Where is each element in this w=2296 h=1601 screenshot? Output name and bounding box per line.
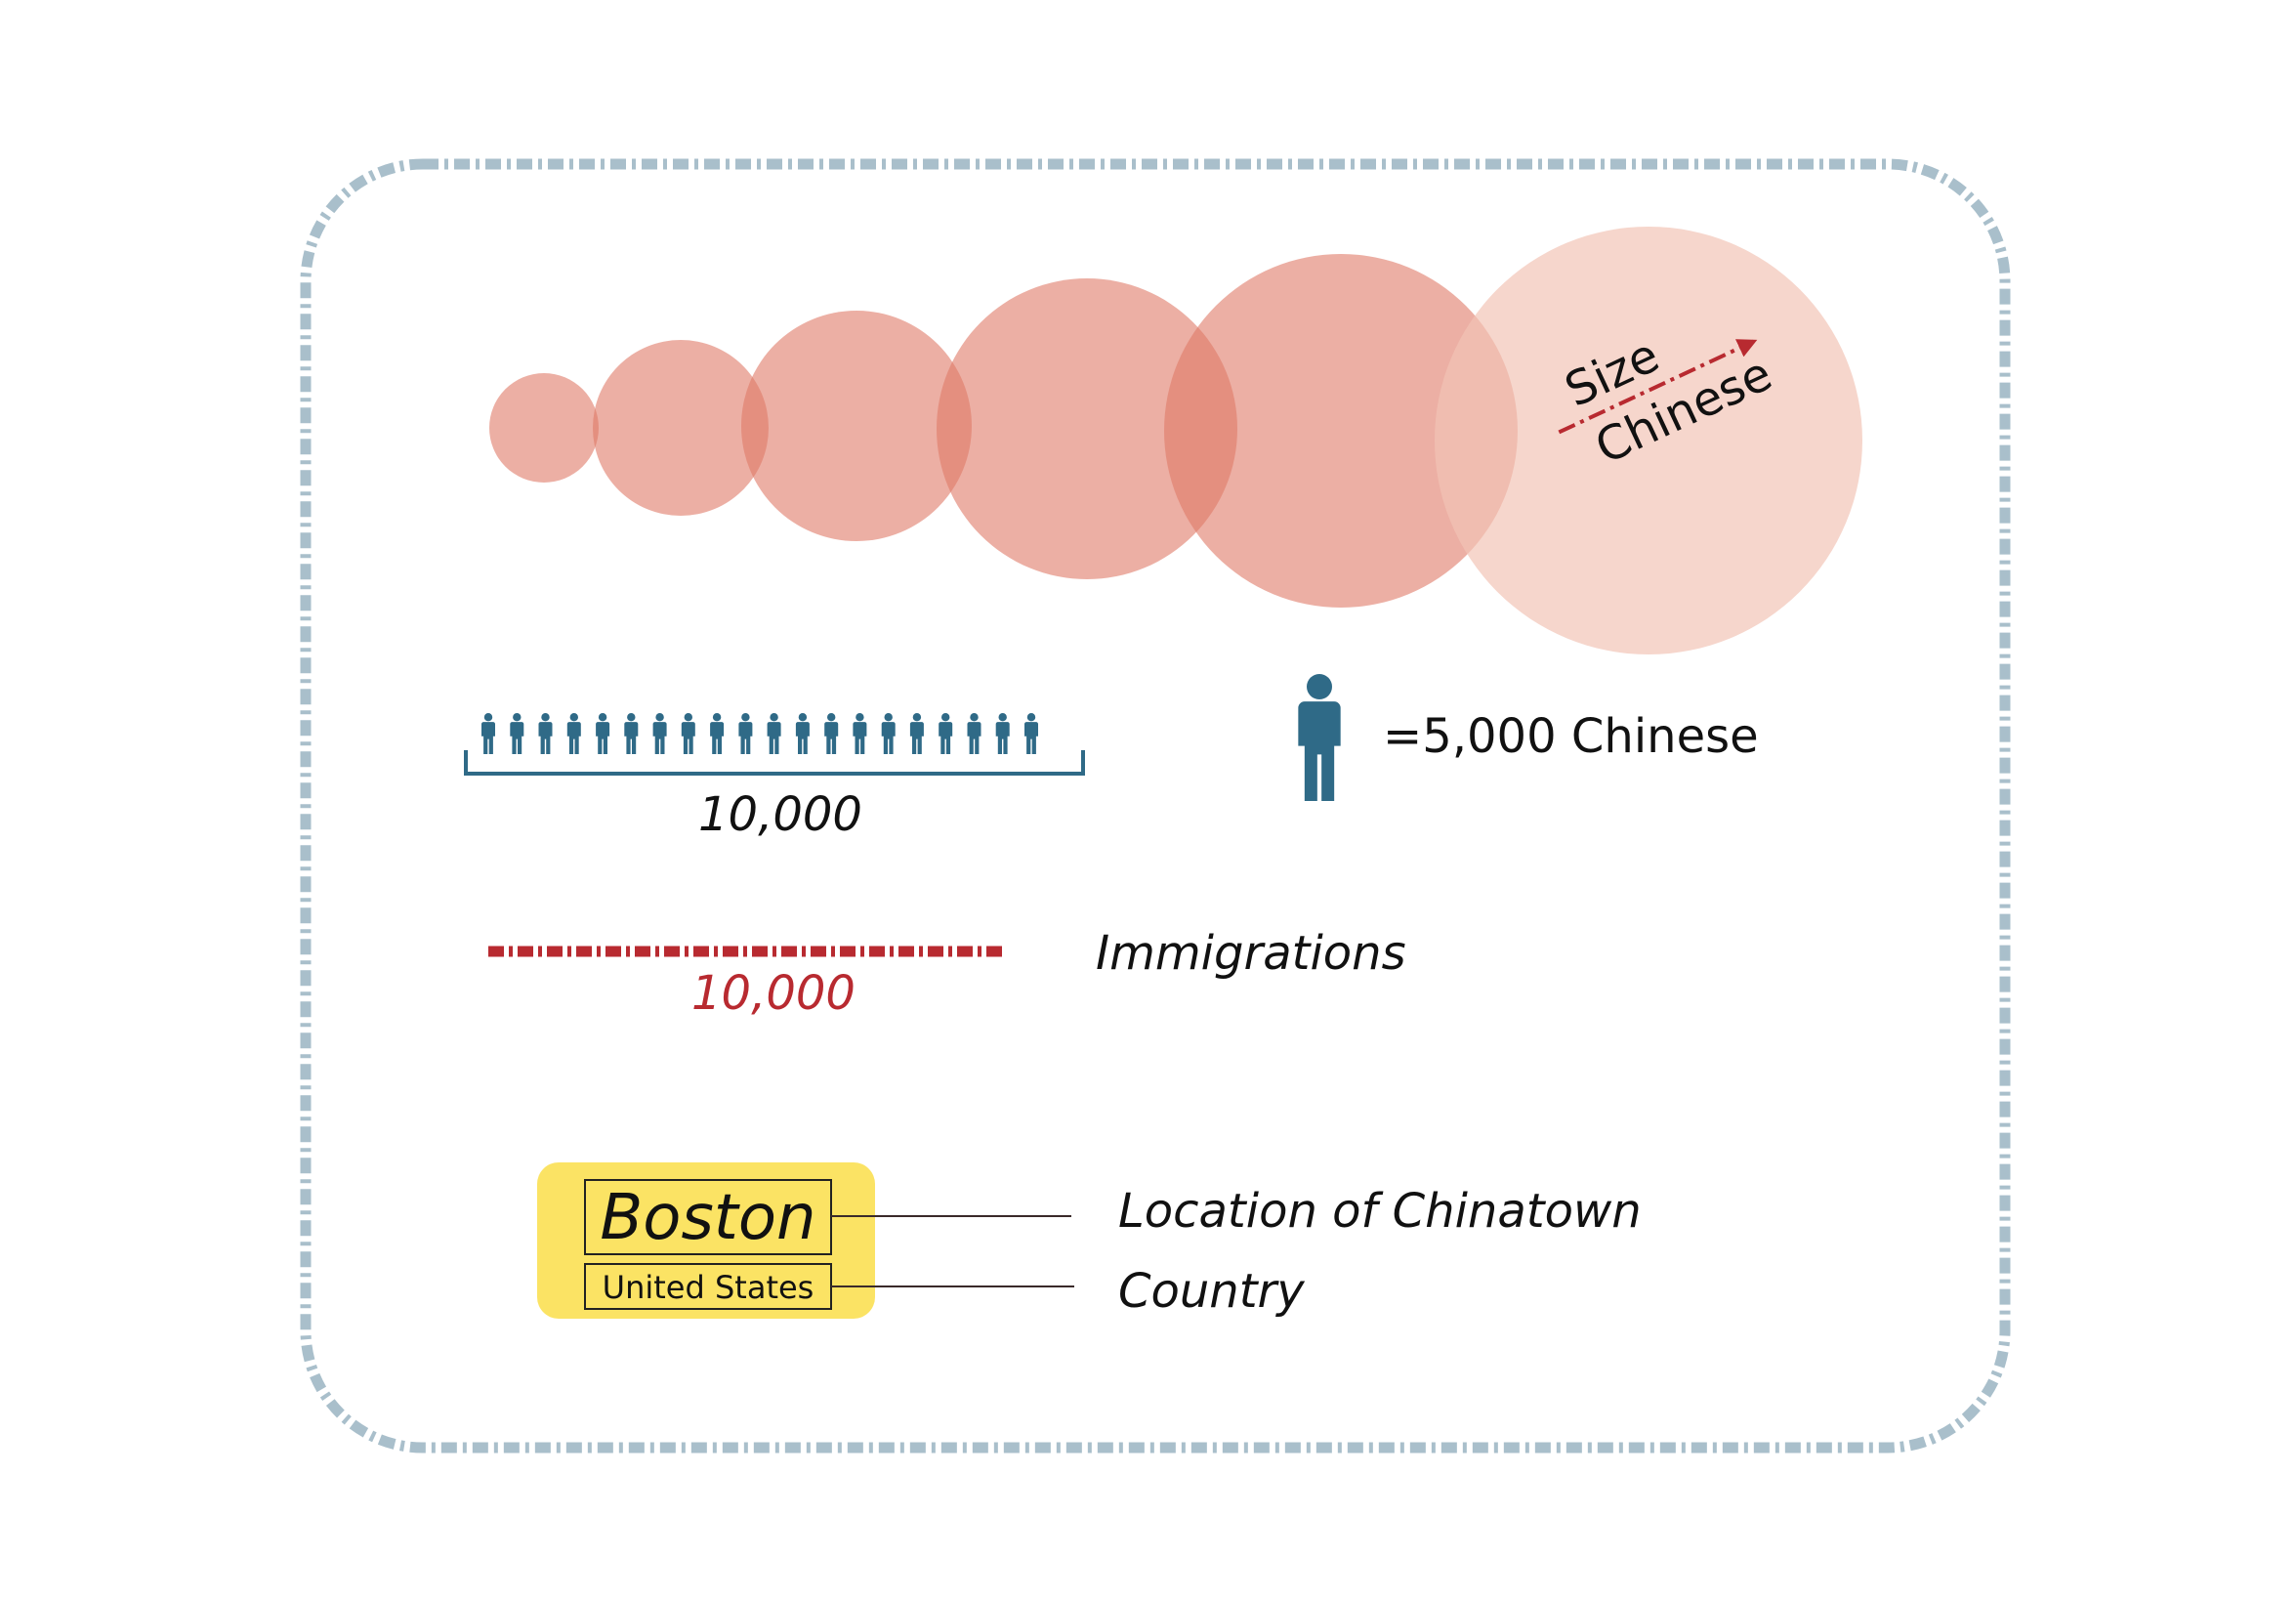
- person-icon: [795, 713, 810, 754]
- person-icon: [510, 713, 524, 754]
- person-icon: [652, 713, 667, 754]
- person-icon: [738, 713, 753, 754]
- legend-frame: [300, 158, 2011, 1454]
- size-bubble-6: [1435, 227, 1862, 654]
- size-bubble-1: [489, 373, 599, 483]
- person-legend-label: =5,000 Chinese: [1383, 709, 1759, 764]
- size-arrow: [1558, 339, 1758, 435]
- size-bubble-5: [1164, 254, 1518, 608]
- location-badge: [537, 1162, 875, 1319]
- person-icon: [624, 713, 639, 754]
- person-icon: [1298, 674, 1341, 801]
- population-bracket: [464, 750, 1085, 776]
- person-icon: [909, 713, 924, 754]
- person-icon: [967, 713, 981, 754]
- immigration-caption: Immigrations: [1096, 926, 1406, 981]
- city-caption: Location of Chinatown: [1118, 1184, 1642, 1239]
- person-icon: [995, 713, 1010, 754]
- person-icon: [881, 713, 896, 754]
- city-name: Boston: [600, 1182, 815, 1254]
- person-icon: [853, 713, 867, 754]
- immigration-scale-label: 10,000: [691, 966, 856, 1021]
- country-caption: Country: [1118, 1264, 1305, 1319]
- size-bubble-2: [593, 340, 769, 516]
- person-icon: [538, 713, 553, 754]
- person-icon: [681, 713, 695, 754]
- person-icon: [481, 713, 495, 754]
- country-name: United States: [603, 1269, 814, 1306]
- person-icon: [596, 713, 610, 754]
- size-bubble-3: [741, 311, 972, 541]
- population-scale-label: 10,000: [698, 787, 862, 842]
- population-icons: [481, 713, 1038, 754]
- person-icon: [767, 713, 781, 754]
- size-bubble-4: [937, 278, 1237, 579]
- person-icon: [824, 713, 839, 754]
- person-icon: [710, 713, 725, 754]
- size-bubbles: [489, 227, 1862, 654]
- person-icon: [566, 713, 581, 754]
- person-icon: [1024, 713, 1038, 754]
- person-icon: [939, 713, 953, 754]
